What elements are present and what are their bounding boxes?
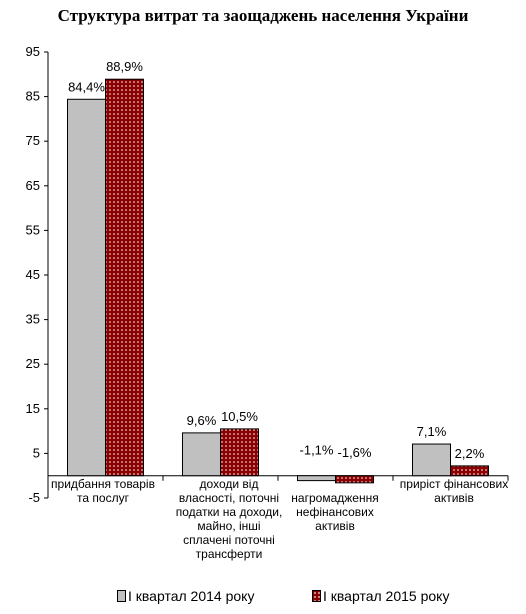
legend-swatch-2015: [312, 590, 321, 602]
data-label-2014-2: -1,1%: [300, 443, 334, 458]
bar-2015-2: [335, 475, 374, 484]
legend-swatch-2014: [117, 590, 126, 602]
y-tick-label: 45: [26, 267, 40, 282]
data-label-2015-0: 88,9%: [106, 59, 143, 74]
y-tick-label: 35: [26, 312, 40, 327]
chart-title: Структура витрат та заощаджень населення…: [57, 6, 469, 25]
data-label-2015-1: 10,5%: [221, 409, 258, 424]
bar-2014-3: [412, 443, 451, 477]
y-tick-label: 55: [26, 222, 40, 237]
data-label-2015-3: 2,2%: [455, 446, 485, 461]
y-tick-label: 65: [26, 178, 40, 193]
data-label-2015-2: -1,6%: [338, 445, 372, 460]
legend-label-2014: І квартал 2014 року: [128, 588, 255, 604]
category-label-0: придбання товарів та послуг: [51, 477, 155, 505]
y-tick-label: 25: [26, 356, 40, 371]
legend-item-2014: І квартал 2014 року: [117, 588, 254, 604]
bar-2015-3: [450, 465, 489, 477]
legend-item-2015: І квартал 2015 року: [312, 588, 449, 604]
y-tick-label: 85: [26, 89, 40, 104]
category-label-2: нагромадження нефінансових активів: [291, 491, 379, 533]
bar-2014-2: [297, 475, 336, 482]
bar-2015-1: [220, 428, 259, 477]
data-label-2014-3: 7,1%: [417, 424, 447, 439]
bar-2015-0: [105, 78, 144, 477]
y-tick-label: 15: [26, 401, 40, 416]
y-tick-label: 5: [33, 445, 40, 460]
data-label-2014-1: 9,6%: [187, 413, 217, 428]
bar-2014-0: [67, 98, 106, 477]
y-tick-label: 75: [26, 133, 40, 148]
legend: І квартал 2014 року І квартал 2015 року: [0, 588, 526, 612]
legend-label-2015: І квартал 2015 року: [323, 588, 450, 604]
data-label-2014-0: 84,4%: [68, 79, 105, 94]
category-label-3: приріст фінансових активів: [399, 477, 509, 505]
bar-2014-1: [182, 432, 221, 477]
y-tick-label: -5: [28, 490, 40, 505]
y-tick-label: 95: [26, 44, 40, 59]
category-label-1: доходи від власності, поточні податки на…: [175, 477, 283, 561]
